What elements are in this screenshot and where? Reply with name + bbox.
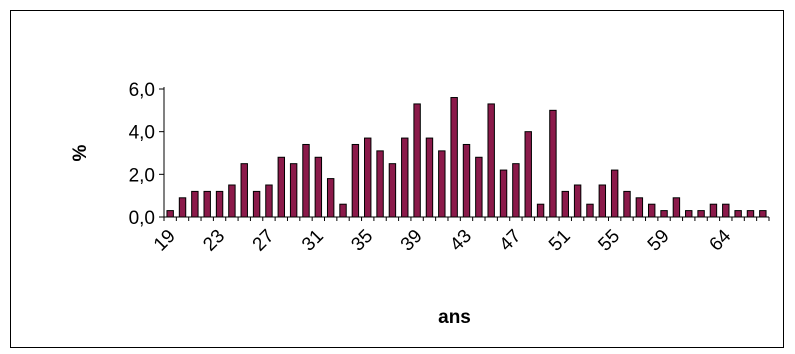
bars-group xyxy=(166,97,767,218)
bar-59 xyxy=(660,210,668,218)
bar-58 xyxy=(647,203,656,218)
bar-29 xyxy=(289,163,298,218)
y-tick-label: 6,0 xyxy=(129,80,155,101)
bar-22 xyxy=(203,190,211,218)
x-axis-title: ans xyxy=(438,307,471,328)
bar-23 xyxy=(215,190,224,218)
bar-chart: 0,02,04,06,0 19 23 27 31 35 39 43 47 51 55 59 64 % … xyxy=(70,80,770,328)
y-tick-label: 4,0 xyxy=(129,123,155,144)
x-tick-label: 39 xyxy=(397,226,427,256)
bar-56 xyxy=(623,190,631,218)
bar-63 xyxy=(709,203,718,218)
bar-33 xyxy=(339,203,347,218)
chart-frame: 0,0 2,0 4,0 6,0 19 23 27 31 35 39 43 47 51 55 59 64 % … xyxy=(10,10,784,348)
bar-19 xyxy=(166,210,174,218)
bar-66 xyxy=(746,210,755,218)
bar-32 xyxy=(326,178,335,218)
x-tick-label: 23 xyxy=(199,226,229,256)
x-tick-label: 43 xyxy=(446,226,476,256)
x-tick-label: 31 xyxy=(298,226,328,256)
bar-27 xyxy=(265,184,273,218)
bar-57 xyxy=(635,197,644,218)
bar-25 xyxy=(240,163,248,218)
x-tick-label: 55 xyxy=(594,226,624,256)
y-ticks-group: 0,0 2,0 4,0 6,0 xyxy=(129,80,164,229)
bar-64 xyxy=(722,203,730,218)
bar-45 xyxy=(487,103,495,218)
x-tick-label: 27 xyxy=(249,226,279,256)
bar-67 xyxy=(759,210,767,218)
bar-43 xyxy=(462,143,471,218)
bar-39 xyxy=(413,103,421,218)
bar-37 xyxy=(388,163,397,218)
bar-53 xyxy=(586,203,594,218)
bar-44 xyxy=(475,156,483,218)
x-tick-label: 59 xyxy=(644,226,674,256)
x-tick-label: 35 xyxy=(347,226,377,256)
bar-61 xyxy=(685,210,693,218)
bar-31 xyxy=(314,156,323,218)
x-tick-label: 64 xyxy=(706,225,736,255)
bar-46 xyxy=(499,169,508,218)
bar-47 xyxy=(512,163,520,218)
bar-21 xyxy=(191,190,199,218)
bar-52 xyxy=(573,184,582,218)
bar-54 xyxy=(598,184,607,218)
y-tick-label: 0,0 xyxy=(129,208,155,229)
bar-24 xyxy=(228,184,236,218)
bar-42 xyxy=(450,97,458,218)
bar-34 xyxy=(351,143,360,218)
bar-41 xyxy=(438,150,446,218)
bar-36 xyxy=(376,150,384,218)
y-tick-label: 2,0 xyxy=(129,165,155,186)
y-axis-title: % xyxy=(70,144,91,161)
bar-28 xyxy=(277,156,286,218)
bar-26 xyxy=(252,190,261,218)
bar-50 xyxy=(549,109,557,218)
bar-38 xyxy=(401,137,409,218)
bar-60 xyxy=(672,197,681,218)
bar-65 xyxy=(734,210,742,218)
bar-30 xyxy=(302,143,310,218)
bar-62 xyxy=(697,210,705,218)
bar-51 xyxy=(561,190,569,218)
x-tick-label: 19 xyxy=(150,226,180,256)
x-ticks-group: 19 23 27 31 35 39 43 47 51 55 59 64 xyxy=(150,217,770,256)
x-tick-label: 47 xyxy=(496,226,526,256)
bar-49 xyxy=(536,203,545,218)
x-tick-label: 51 xyxy=(545,226,575,256)
bar-35 xyxy=(364,137,372,218)
bar-40 xyxy=(425,137,434,218)
bar-48 xyxy=(524,131,532,218)
bar-55 xyxy=(610,169,619,218)
bar-20 xyxy=(178,197,187,218)
